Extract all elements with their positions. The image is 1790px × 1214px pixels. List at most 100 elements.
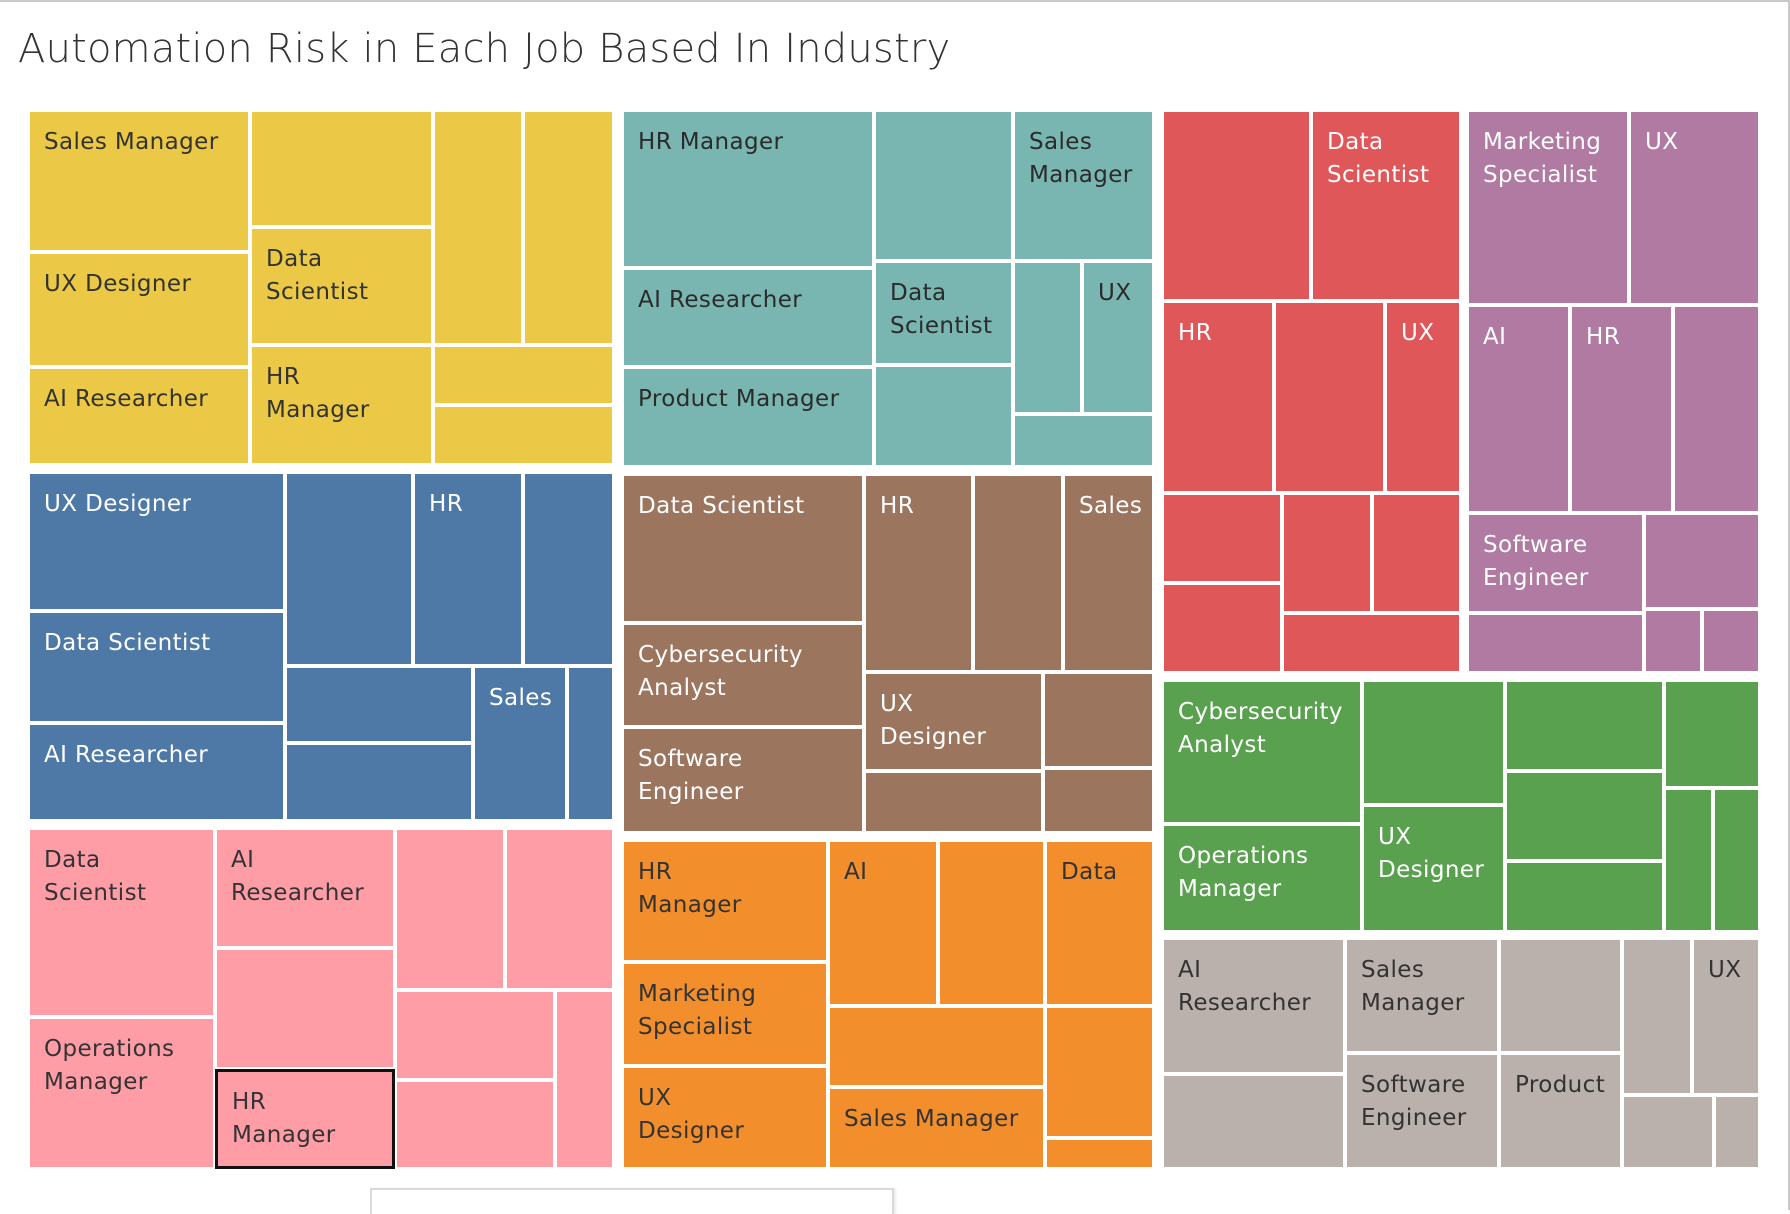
treemap-cell[interactable] xyxy=(938,840,1045,1006)
treemap-cell[interactable] xyxy=(1043,672,1154,768)
treemap-cell[interactable] xyxy=(1505,861,1664,932)
treemap-cell[interactable] xyxy=(1162,493,1282,583)
treemap-cell-data[interactable]: Data xyxy=(1045,840,1154,1006)
treemap-cell[interactable] xyxy=(285,743,473,821)
treemap-cell[interactable] xyxy=(1045,1006,1154,1138)
treemap-cell-software-engineer[interactable]: Software Engineer xyxy=(1467,513,1644,613)
treemap-cell-hr-manager[interactable]: HR Manager xyxy=(250,345,433,465)
treemap-cell-operations-manager[interactable]: Operations Manager xyxy=(28,1017,215,1169)
treemap-cell-marketing-specialist[interactable]: Marketing Specialist xyxy=(1467,110,1629,305)
treemap-cell[interactable] xyxy=(1713,788,1760,932)
treemap-cell[interactable] xyxy=(433,405,614,465)
treemap-cell-data-scientist[interactable]: Data Scientist xyxy=(874,261,1013,365)
treemap-cell[interactable] xyxy=(1043,768,1154,833)
treemap-cell[interactable] xyxy=(250,110,433,227)
treemap-cell-marketing-specialist[interactable]: Marketing Specialist xyxy=(622,962,828,1066)
treemap-cell-hr[interactable]: HR xyxy=(1570,305,1673,513)
treemap-cell[interactable] xyxy=(1499,938,1622,1053)
treemap-cell[interactable] xyxy=(1162,1074,1345,1169)
treemap-cell-ux-designer[interactable]: UX Designer xyxy=(28,252,250,367)
treemap-cell-sales[interactable]: Sales xyxy=(473,666,567,821)
treemap-cell[interactable] xyxy=(1274,301,1385,493)
treemap-cell-data-scientist[interactable]: Data Scientist xyxy=(1311,110,1461,301)
treemap-cell-hr-manager[interactable]: HR Manager xyxy=(622,110,874,268)
treemap-cell-ai[interactable]: AI xyxy=(828,840,938,1006)
treemap-cell[interactable] xyxy=(1162,583,1282,673)
treemap-cell[interactable] xyxy=(1372,493,1461,613)
treemap-cell[interactable] xyxy=(395,990,555,1080)
treemap-cell-ai-researcher[interactable]: AI Researcher xyxy=(215,828,395,948)
treemap-cell[interactable] xyxy=(1644,609,1702,673)
treemap-cell[interactable] xyxy=(555,990,614,1169)
treemap-cell-sales[interactable]: Sales xyxy=(1063,474,1154,672)
treemap-cell-data-scientist[interactable]: Data Scientist xyxy=(28,611,285,723)
treemap-cell[interactable] xyxy=(1622,1095,1714,1169)
treemap-cell-sales-manager[interactable]: Sales Manager xyxy=(1345,938,1499,1053)
treemap-cell-ux-designer[interactable]: UX Designer xyxy=(1362,805,1505,932)
treemap-cell[interactable] xyxy=(1644,513,1760,609)
treemap-cell-ai-researcher[interactable]: AI Researcher xyxy=(28,367,250,465)
treemap-cell[interactable] xyxy=(1013,261,1082,414)
treemap-cell-product-manager[interactable]: Product Manager xyxy=(622,367,874,467)
treemap-cell[interactable] xyxy=(1282,613,1461,673)
treemap-cell[interactable] xyxy=(1013,414,1154,467)
treemap-cell[interactable] xyxy=(395,1080,555,1169)
treemap-cell-ux-designer[interactable]: UX Designer xyxy=(28,472,285,611)
treemap-cell[interactable] xyxy=(215,948,395,1069)
treemap-cell-data-scientist[interactable]: Data Scientist xyxy=(28,828,215,1017)
treemap-cell[interactable] xyxy=(567,666,614,821)
treemap-cell-sales-manager[interactable]: Sales Manager xyxy=(828,1087,1045,1169)
treemap-cell[interactable] xyxy=(285,472,413,666)
treemap-cell[interactable] xyxy=(1714,1095,1760,1169)
treemap-cell[interactable] xyxy=(505,828,614,990)
treemap-cell[interactable] xyxy=(973,474,1063,672)
treemap-cell[interactable] xyxy=(433,345,614,405)
treemap-cell-ux-designer[interactable]: UX Designer xyxy=(622,1066,828,1169)
treemap-cell-ai-researcher[interactable]: AI Researcher xyxy=(28,723,285,821)
treemap-cell[interactable] xyxy=(1282,493,1372,613)
treemap-cell[interactable] xyxy=(828,1006,1045,1087)
treemap-cell[interactable] xyxy=(523,472,614,666)
treemap-cell[interactable] xyxy=(864,771,1043,833)
treemap-cell-sales-manager[interactable]: Sales Manager xyxy=(28,110,250,252)
treemap-cell[interactable] xyxy=(523,110,614,345)
treemap-cell[interactable] xyxy=(1505,771,1664,861)
treemap-cell[interactable] xyxy=(1162,110,1311,301)
treemap-cell-ai-researcher[interactable]: AI Researcher xyxy=(1162,938,1345,1074)
treemap-cell-data-scientist[interactable]: Data Scientist xyxy=(250,227,433,345)
treemap-cell-ux-designer[interactable]: UX Designer xyxy=(864,672,1043,771)
treemap-cell-hr-manager[interactable]: HR Manager xyxy=(215,1069,395,1169)
treemap-cell[interactable] xyxy=(285,666,473,743)
treemap-cell[interactable] xyxy=(1045,1138,1154,1169)
treemap-cell[interactable] xyxy=(874,110,1013,261)
treemap-cell-sales-manager[interactable]: Sales Manager xyxy=(1013,110,1154,261)
treemap-cell[interactable] xyxy=(1622,938,1692,1095)
treemap-cell-data-scientist[interactable]: Data Scientist xyxy=(622,474,864,623)
treemap-cell-operations-manager[interactable]: Operations Manager xyxy=(1162,824,1362,932)
treemap-cell-hr[interactable]: HR xyxy=(864,474,973,672)
treemap-cell-ux[interactable]: UX xyxy=(1082,261,1154,414)
treemap-cell-software-engineer[interactable]: Software Engineer xyxy=(1345,1053,1499,1169)
treemap-cell-product[interactable]: Product xyxy=(1499,1053,1622,1169)
treemap-cell[interactable] xyxy=(874,365,1013,467)
treemap-cell-hr-manager[interactable]: HR Manager xyxy=(622,840,828,962)
treemap-cell[interactable] xyxy=(395,828,505,990)
treemap-cell[interactable] xyxy=(433,110,523,345)
treemap-cell-software-engineer[interactable]: Software Engineer xyxy=(622,727,864,833)
treemap-cell-ai[interactable]: AI xyxy=(1467,305,1570,513)
treemap-cell[interactable] xyxy=(1467,613,1644,673)
legend-panel[interactable] xyxy=(370,1188,894,1214)
treemap-cell[interactable] xyxy=(1664,788,1713,932)
treemap-cell-hr[interactable]: HR xyxy=(413,472,523,666)
treemap-cell[interactable] xyxy=(1362,680,1505,805)
treemap-cell[interactable] xyxy=(1702,609,1760,673)
treemap-cell[interactable] xyxy=(1505,680,1664,771)
treemap-cell-hr[interactable]: HR xyxy=(1162,301,1274,493)
treemap-cell-ai-researcher[interactable]: AI Researcher xyxy=(622,268,874,367)
treemap-cell-ux[interactable]: UX xyxy=(1692,938,1760,1095)
treemap-cell[interactable] xyxy=(1664,680,1760,788)
treemap-cell-cybersecurity-analyst[interactable]: Cybersecurity Analyst xyxy=(622,623,864,727)
treemap-cell-cybersecurity-analyst[interactable]: Cybersecurity Analyst xyxy=(1162,680,1362,824)
treemap-cell-ux[interactable]: UX xyxy=(1385,301,1461,493)
treemap-cell-ux[interactable]: UX xyxy=(1629,110,1760,305)
